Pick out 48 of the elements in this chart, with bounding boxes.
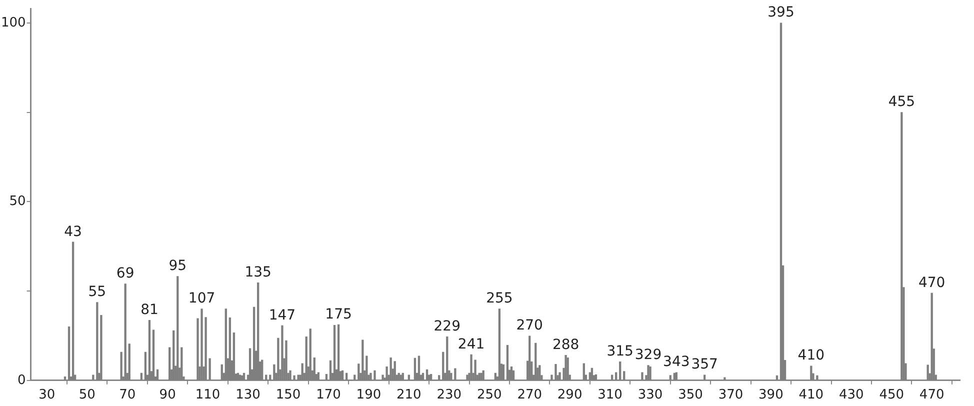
annotation: 470: [918, 274, 946, 291]
x-tick-label: 430: [838, 388, 864, 403]
x-tick-label: 310: [598, 388, 622, 403]
x-tick-label: 150: [276, 388, 301, 403]
x-tick-label: 190: [356, 388, 382, 403]
x-tick-label: 130: [236, 388, 260, 403]
x-tick-label: 390: [758, 388, 784, 403]
annotation: 329: [634, 347, 662, 364]
x-tick-label: 70: [119, 388, 136, 403]
annotation: 107: [188, 290, 216, 307]
x-tick-label: 110: [195, 388, 220, 403]
x-tick-label: 330: [638, 388, 663, 403]
annotation: 69: [116, 266, 134, 282]
annotation: 343: [663, 354, 690, 370]
x-tick-label: 350: [678, 388, 703, 403]
x-tick-label: 410: [798, 388, 824, 403]
x-tick-label: 50: [78, 388, 96, 403]
y-tick-label: 100: [0, 15, 26, 30]
annotation: 455: [888, 94, 916, 110]
x-tick-label: 270: [517, 388, 542, 403]
annotation: 255: [486, 290, 513, 307]
annotation: 55: [88, 284, 106, 300]
annotation: 229: [434, 318, 461, 334]
annotation: 357: [691, 356, 718, 373]
y-tick-label: 50: [9, 194, 26, 210]
annotation: 395: [768, 4, 794, 21]
x-tick-label: 210: [396, 388, 422, 403]
x-tick-label: 250: [476, 388, 502, 403]
annotation: 175: [325, 306, 352, 322]
x-tick-label: 170: [316, 388, 341, 403]
x-tick-label: 90: [159, 388, 176, 403]
y-tick-label: 0: [18, 372, 26, 388]
x-tick-label: 290: [557, 388, 582, 403]
annotation: 410: [798, 348, 825, 364]
x-tick-label: 470: [919, 388, 944, 403]
x-tick-label: 230: [436, 388, 462, 403]
annotation: 135: [244, 264, 272, 280]
annotation: 147: [268, 307, 296, 324]
x-tick-label: 450: [879, 388, 904, 403]
annotation: 315: [606, 343, 634, 360]
annotation: 81: [140, 302, 158, 318]
annotation: 241: [458, 336, 485, 352]
x-tick-label: 370: [718, 388, 744, 403]
annotation: 95: [168, 258, 187, 274]
annotation: 43: [64, 224, 82, 240]
x-tick-label: 30: [38, 388, 56, 403]
annotation: 288: [552, 337, 580, 354]
annotation: 270: [516, 318, 543, 334]
